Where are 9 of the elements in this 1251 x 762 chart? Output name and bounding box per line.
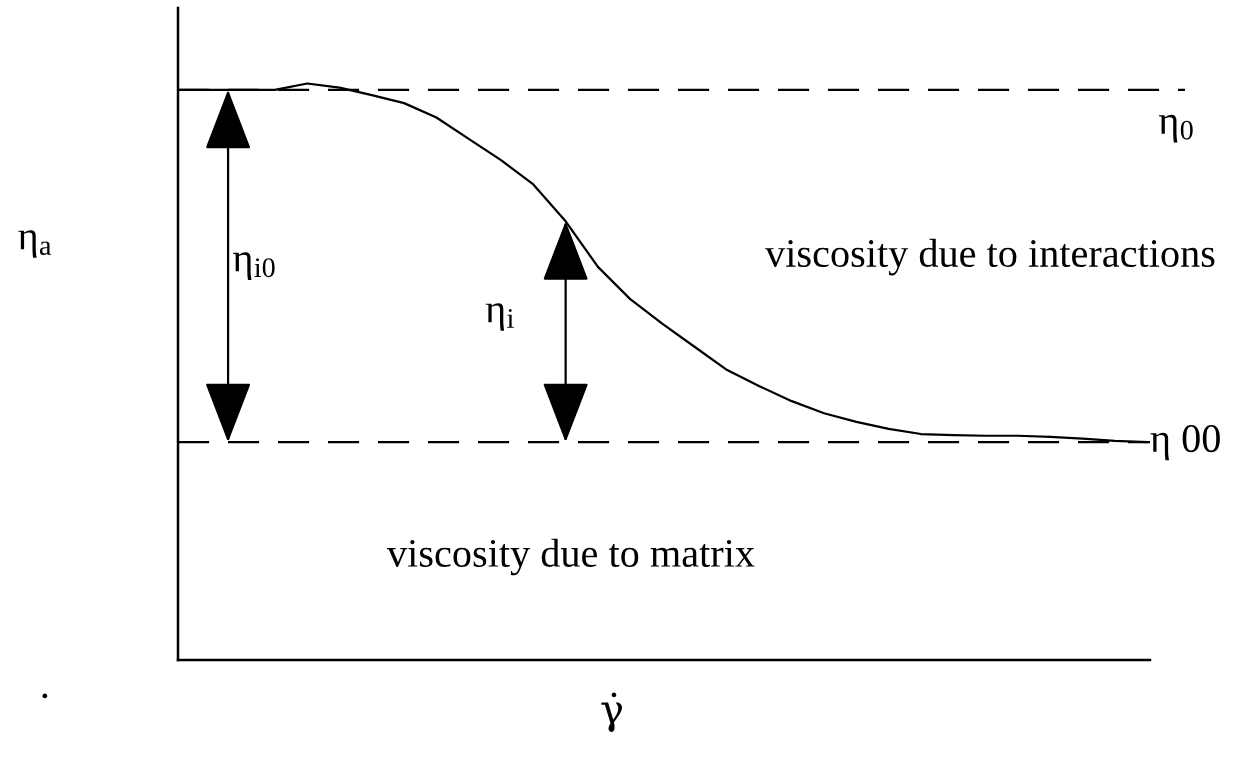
annotation: viscosity due to interactions — [765, 238, 1215, 276]
text: . — [42, 693, 48, 699]
annotation: η$_{i}$ — [485, 303, 514, 331]
annotation: viscosity due to matrix — [386, 538, 755, 576]
y-axis-title: η$_{a}$ — [18, 230, 52, 258]
ref-line-label: η 00 — [1150, 424, 1220, 461]
x-axis-title: γ̇ — [601, 692, 623, 732]
annotation: η$_{i0}$ — [233, 252, 275, 280]
ref-line-label: η$_{0}$ — [1158, 114, 1193, 143]
